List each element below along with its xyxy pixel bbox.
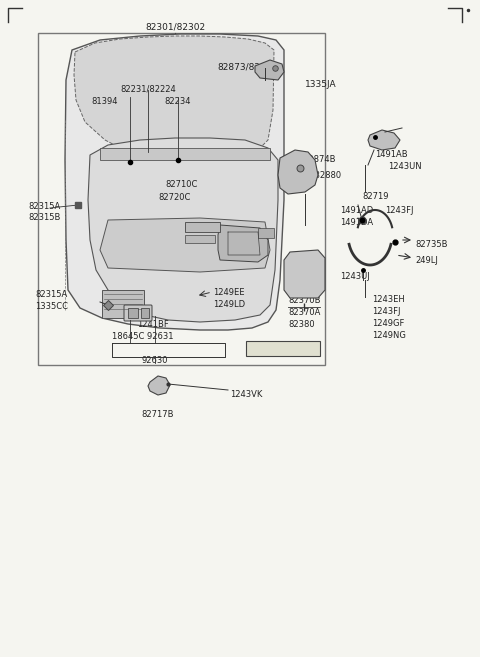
Text: 1335JA: 1335JA <box>305 80 336 89</box>
Text: 82735B: 82735B <box>415 240 447 249</box>
Polygon shape <box>74 36 274 160</box>
Text: 81394: 81394 <box>92 97 118 106</box>
Text: 82315A: 82315A <box>35 290 67 299</box>
Bar <box>185 235 215 243</box>
Text: 1491AB: 1491AB <box>375 150 408 159</box>
Text: 92630: 92630 <box>142 356 168 365</box>
Text: 1491AD: 1491AD <box>340 206 373 215</box>
Text: 82720C: 82720C <box>158 193 191 202</box>
Text: 82874B: 82874B <box>303 155 336 164</box>
Text: 1249LD: 1249LD <box>213 300 245 309</box>
Bar <box>38 33 325 365</box>
Text: 1243UN: 1243UN <box>388 162 421 171</box>
Bar <box>100 148 270 160</box>
Text: 82870/82880: 82870/82880 <box>285 170 341 179</box>
Text: 82719: 82719 <box>362 192 388 201</box>
Text: 1249NG: 1249NG <box>372 331 406 340</box>
Bar <box>128 308 138 318</box>
Text: 82370A: 82370A <box>288 308 320 317</box>
Text: 82710C: 82710C <box>165 180 197 189</box>
Text: 82315B: 82315B <box>28 213 60 222</box>
Polygon shape <box>100 218 270 272</box>
Text: 82234: 82234 <box>165 97 191 106</box>
Polygon shape <box>278 150 318 194</box>
Text: 1243FJ: 1243FJ <box>385 206 413 215</box>
Text: 1249EE: 1249EE <box>213 288 244 297</box>
Polygon shape <box>284 250 325 298</box>
Bar <box>258 228 274 238</box>
Text: 1335CC: 1335CC <box>35 302 68 311</box>
Text: 82301/82302: 82301/82302 <box>145 22 205 31</box>
Bar <box>185 222 220 232</box>
Polygon shape <box>255 60 284 80</box>
Text: 1243EH: 1243EH <box>372 295 405 304</box>
Text: 1491DA: 1491DA <box>340 218 373 227</box>
Text: 82315A: 82315A <box>28 202 60 211</box>
Text: 18645C 92631: 18645C 92631 <box>112 332 173 341</box>
Text: 1249GF: 1249GF <box>372 319 404 328</box>
Text: 82370B: 82370B <box>288 296 321 305</box>
FancyBboxPatch shape <box>124 305 152 321</box>
Text: 1243FJ: 1243FJ <box>372 307 400 316</box>
Polygon shape <box>148 376 170 395</box>
Bar <box>102 290 144 318</box>
Bar <box>141 308 149 318</box>
Polygon shape <box>88 138 278 322</box>
Polygon shape <box>65 34 284 330</box>
Text: 1241BF: 1241BF <box>137 320 169 329</box>
Text: 249LJ: 249LJ <box>415 256 438 265</box>
Text: 82231/82224: 82231/82224 <box>120 85 176 94</box>
Polygon shape <box>368 130 400 150</box>
Text: 1243VK: 1243VK <box>230 390 263 399</box>
Text: 82380: 82380 <box>288 320 314 329</box>
Text: 82873/82883: 82873/82883 <box>218 62 278 71</box>
Text: 82717B: 82717B <box>142 410 174 419</box>
Bar <box>246 341 320 356</box>
Text: 1243UJ: 1243UJ <box>340 272 370 281</box>
Polygon shape <box>218 225 268 262</box>
